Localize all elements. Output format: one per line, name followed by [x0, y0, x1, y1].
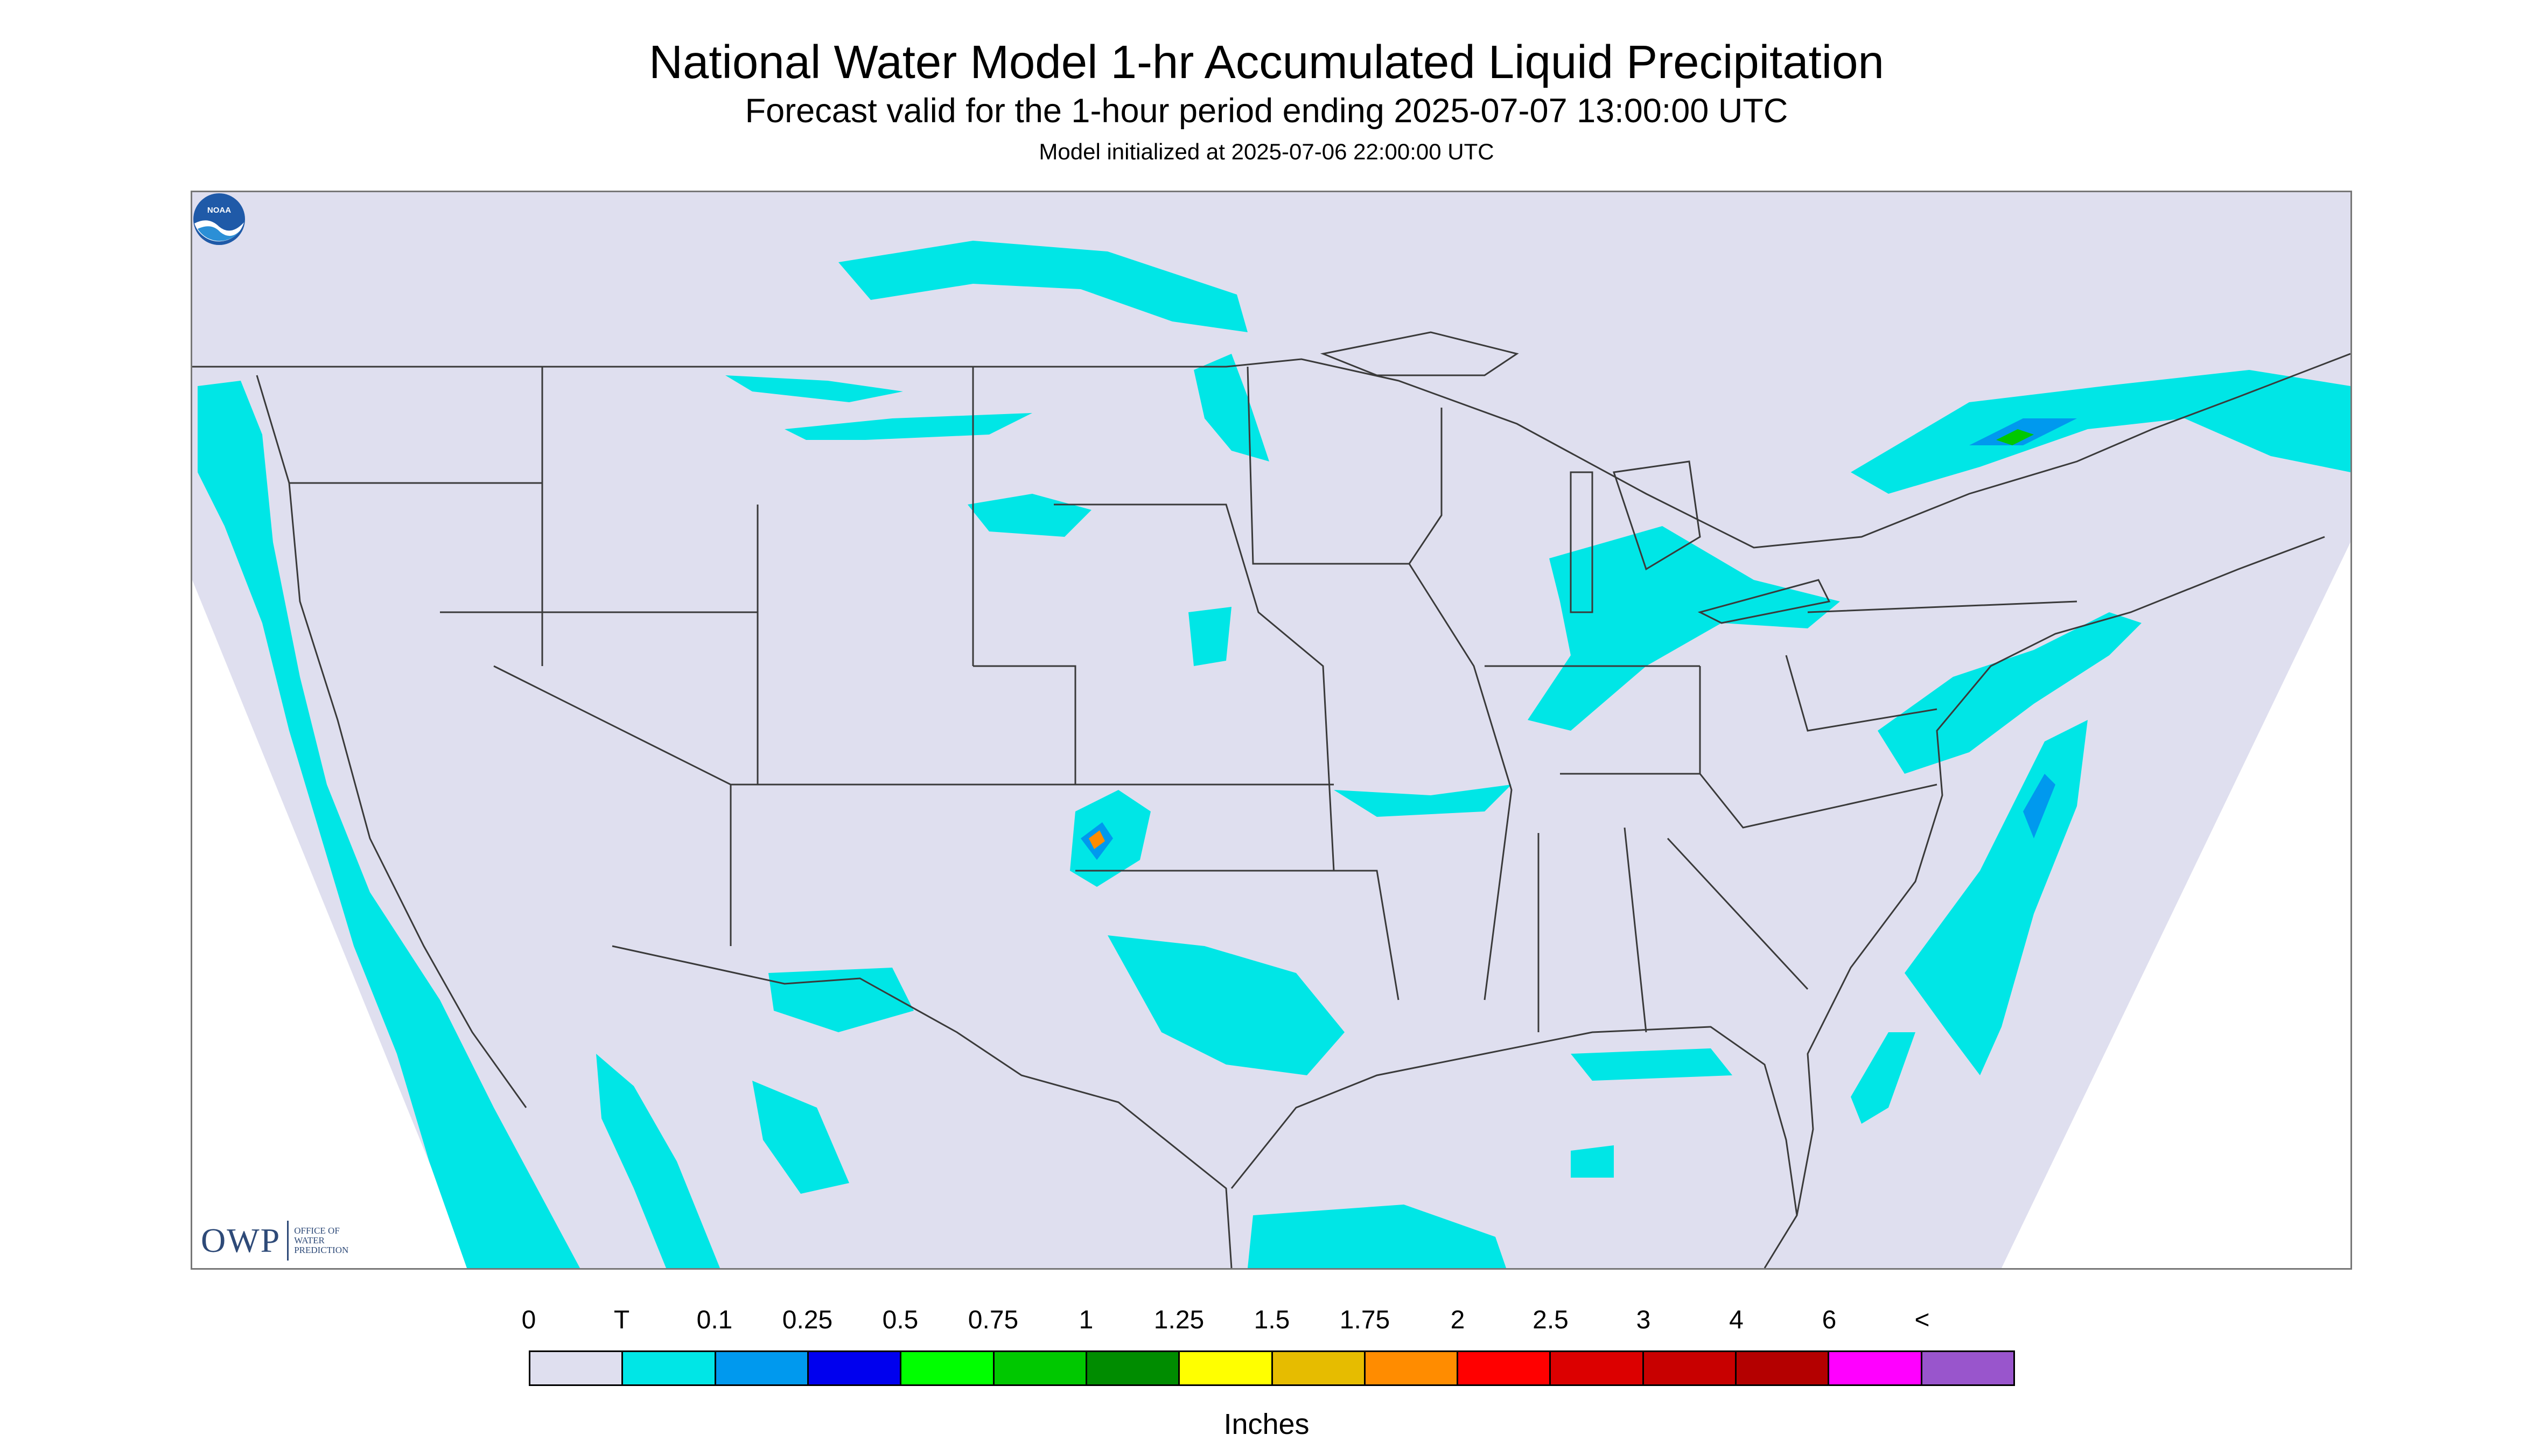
legend-swatch — [808, 1352, 902, 1384]
legend-tick-label: 0.1 — [696, 1306, 733, 1334]
legend-swatch — [716, 1352, 809, 1384]
legend-swatch — [1922, 1352, 2013, 1384]
precipitation-map: OWP OFFICE OF WATER PREDICTION NOAA — [191, 191, 2352, 1270]
legend-tick-label: 1 — [1079, 1306, 1094, 1334]
precip-quebec-band — [1851, 370, 2350, 494]
legend-swatch — [901, 1352, 995, 1384]
precip-quebec-max — [1996, 429, 2034, 445]
lake-superior — [1320, 331, 1519, 376]
model-init-line: Model initialized at 2025-07-06 22:00:00… — [1039, 139, 1494, 164]
legend-swatch — [1087, 1352, 1180, 1384]
legend-swatch — [530, 1352, 624, 1384]
legend-tick-label: 0.75 — [968, 1306, 1019, 1334]
us-canada-border — [192, 353, 2350, 549]
precip-gulf-south — [1248, 1205, 1506, 1268]
precip-mid-atlantic — [1878, 612, 2142, 774]
precip-arkansas-band — [1334, 785, 1512, 817]
legend-swatch — [623, 1352, 716, 1384]
legend-swatch — [1365, 1352, 1459, 1384]
legend-swatch — [1829, 1352, 1922, 1384]
precip-offshore-core — [2023, 774, 2055, 838]
out-of-domain-west — [192, 580, 472, 1268]
legend-tick-label: 1.5 — [1254, 1306, 1290, 1334]
pacific-coastline — [256, 375, 527, 1108]
legend-units: Inches — [1223, 1408, 1310, 1440]
legend-tick-label: 6 — [1822, 1306, 1837, 1334]
precip-mexico-north — [752, 1081, 849, 1194]
legend-tick-label: 2 — [1450, 1306, 1465, 1334]
owp-logo: OWP OFFICE OF WATER PREDICTION — [201, 1221, 348, 1261]
owp-mark: OWP — [201, 1221, 289, 1261]
precip-south-dakota — [968, 494, 1091, 537]
legend-swatch — [1458, 1352, 1551, 1384]
chart-title: National Water Model 1-hr Accumulated Li… — [649, 36, 1884, 88]
precip-great-lakes — [1528, 526, 1840, 731]
legend-swatch — [1643, 1352, 1737, 1384]
legend-tick-label: 0 — [521, 1306, 536, 1334]
legend-tick-label: 2.5 — [1533, 1306, 1569, 1334]
lake-michigan — [1570, 471, 1593, 613]
legend-tick-label: 4 — [1729, 1306, 1744, 1334]
state-lines-central — [1247, 366, 2077, 1033]
us-coastline-gulf — [1230, 1026, 1798, 1268]
legend-tick-label: T — [613, 1306, 630, 1334]
legend-tick-label: 0.25 — [782, 1306, 833, 1334]
precip-gulf-scatter-2 — [1571, 1145, 1614, 1178]
owp-subtext-line: PREDICTION — [294, 1245, 349, 1255]
precip-trace-areas — [198, 241, 2350, 1268]
precip-heavier-areas — [1081, 418, 2077, 860]
precip-canada-band-2 — [725, 375, 903, 402]
legend-labels: 0 T 0.1 0.25 0.5 0.75 1 1.25 1.5 1.75 2 2.5 3 4 6 < — [522, 1305, 2015, 1338]
us-coastline-east — [1796, 536, 2325, 1216]
out-of-domain-east — [2002, 542, 2350, 1268]
precip-offshore-band — [1905, 720, 2088, 1075]
lake-huron — [1613, 460, 1701, 571]
us-mexico-border — [612, 945, 1233, 1268]
noaa-logo-icon: NOAA — [193, 193, 245, 245]
legend-swatch — [1180, 1352, 1273, 1384]
noaa-logo-text: NOAA — [207, 206, 231, 215]
precip-pacific-coast — [198, 381, 580, 1268]
legend-swatch — [1737, 1352, 1830, 1384]
precip-north-dakota — [1194, 354, 1269, 461]
owp-subtext-line: OFFICE OF — [294, 1226, 340, 1236]
legend-tick-label: 1.25 — [1153, 1306, 1205, 1334]
precip-west-texas — [768, 968, 914, 1032]
owp-subtext: OFFICE OF WATER PREDICTION — [289, 1226, 348, 1255]
precip-plains-band — [785, 413, 1032, 440]
chart-subtitle: Forecast valid for the 1-hour period end… — [745, 92, 1788, 130]
state-and-national-boundaries — [192, 353, 2350, 1268]
legend-colorbar — [529, 1350, 2015, 1386]
legend-swatch — [1551, 1352, 1644, 1384]
legend-swatch — [1272, 1352, 1366, 1384]
owp-subtext-line: WATER — [294, 1235, 325, 1245]
legend-tick-label: < — [1914, 1306, 1930, 1334]
legend-tick-label: 1.75 — [1339, 1306, 1390, 1334]
map-canvas — [192, 241, 2350, 1268]
lake-erie — [1697, 579, 1831, 624]
state-lines-west — [289, 367, 1400, 1000]
precip-oklahoma-max — [1089, 830, 1105, 849]
precip-gulf-scatter — [1571, 1048, 1732, 1081]
precip-florida-offshore — [1851, 1032, 1915, 1124]
legend-tick-label: 3 — [1636, 1306, 1651, 1334]
legend-swatch — [994, 1352, 1087, 1384]
precip-texas-central — [1108, 935, 1345, 1075]
precip-baja — [596, 1054, 720, 1268]
great-lakes-outlines — [1320, 331, 1831, 624]
legend-tick-label: 0.5 — [882, 1306, 919, 1334]
precip-nebraska — [1188, 607, 1231, 666]
precip-canada-band-1 — [838, 241, 1248, 332]
